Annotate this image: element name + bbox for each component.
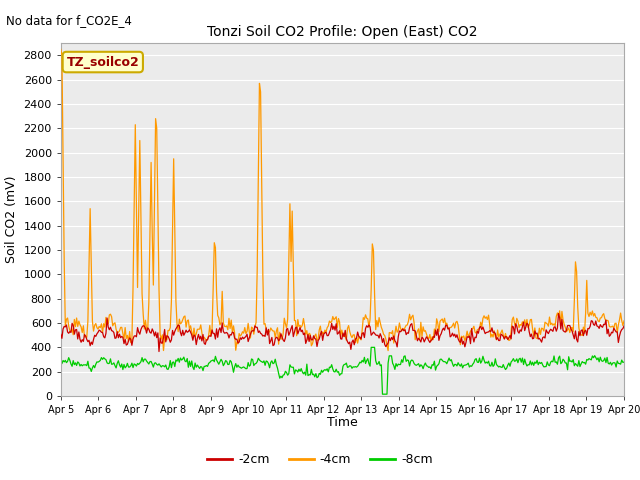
Text: No data for f_CO2E_4: No data for f_CO2E_4 [6,14,132,27]
Text: TZ_soilco2: TZ_soilco2 [67,56,139,69]
Title: Tonzi Soil CO2 Profile: Open (East) CO2: Tonzi Soil CO2 Profile: Open (East) CO2 [207,25,477,39]
Legend: -2cm, -4cm, -8cm: -2cm, -4cm, -8cm [202,448,438,471]
X-axis label: Time: Time [327,417,358,430]
Y-axis label: Soil CO2 (mV): Soil CO2 (mV) [5,176,18,264]
